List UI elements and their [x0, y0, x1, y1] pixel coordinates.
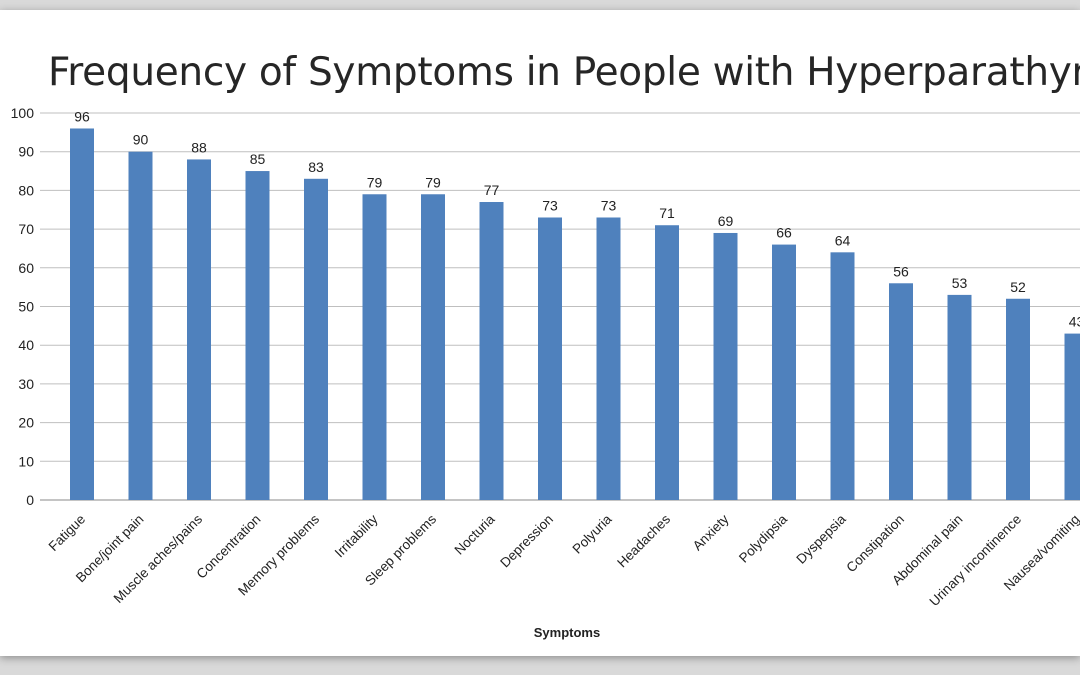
data-label: 79	[367, 174, 383, 190]
data-label: 52	[1010, 279, 1026, 295]
bar	[245, 171, 270, 501]
bar	[713, 232, 738, 500]
bar	[479, 202, 504, 500]
bar	[1064, 333, 1080, 500]
bar	[187, 159, 211, 500]
bar	[304, 178, 328, 501]
data-label: 66	[776, 225, 792, 241]
bar	[596, 217, 621, 501]
category-label: Headaches	[614, 511, 673, 570]
data-label: 85	[250, 151, 266, 167]
y-tick-label: 20	[18, 415, 34, 431]
category-label: Nocturia	[451, 511, 498, 558]
data-label: 64	[835, 232, 851, 248]
y-tick-label: 10	[18, 453, 34, 469]
category-label: Fatigue	[46, 512, 88, 554]
bar	[362, 194, 387, 500]
category-label: Polydipsia	[736, 511, 790, 565]
category-label: Polyuria	[570, 511, 615, 556]
bar	[889, 283, 913, 500]
bar	[538, 217, 562, 501]
y-tick-label: 90	[18, 144, 34, 160]
y-tick-label: 30	[18, 376, 34, 392]
data-label: 88	[191, 139, 207, 155]
bar	[1006, 298, 1030, 500]
data-label: 71	[659, 205, 675, 221]
data-label: 73	[601, 197, 617, 213]
bar	[421, 194, 445, 500]
data-label: 56	[893, 263, 909, 279]
category-label: Depression	[497, 512, 556, 571]
bar	[70, 128, 94, 500]
bar	[655, 225, 679, 501]
category-label: Constipation	[843, 512, 907, 576]
y-tick-label: 60	[18, 260, 34, 276]
data-label: 43	[1069, 314, 1080, 330]
data-label: 83	[308, 159, 324, 175]
data-label: 96	[74, 108, 90, 124]
data-label: 53	[952, 275, 968, 291]
category-label: Anxiety	[690, 511, 732, 553]
data-label: 77	[484, 182, 500, 198]
y-tick-label: 70	[18, 221, 34, 237]
data-label: 79	[425, 174, 441, 190]
y-tick-label: 40	[18, 337, 34, 353]
y-tick-label: 50	[18, 299, 34, 315]
chart-frame: Frequency of Symptoms in People with Hyp…	[0, 10, 1080, 656]
category-label: Irritability	[332, 511, 381, 560]
y-tick-label: 0	[26, 492, 34, 508]
y-tick-label: 100	[11, 105, 35, 121]
bar	[830, 252, 855, 500]
bar	[947, 294, 972, 500]
y-tick-label: 80	[18, 182, 34, 198]
category-label: Dyspepsia	[793, 511, 849, 567]
x-axis-label: Symptoms	[534, 625, 600, 640]
data-label: 90	[133, 132, 149, 148]
bar	[128, 151, 153, 500]
data-label: 69	[718, 213, 734, 229]
bar	[772, 244, 796, 500]
chart-title: Frequency of Symptoms in People with Hyp…	[48, 50, 1080, 95]
data-label: 73	[542, 197, 558, 213]
